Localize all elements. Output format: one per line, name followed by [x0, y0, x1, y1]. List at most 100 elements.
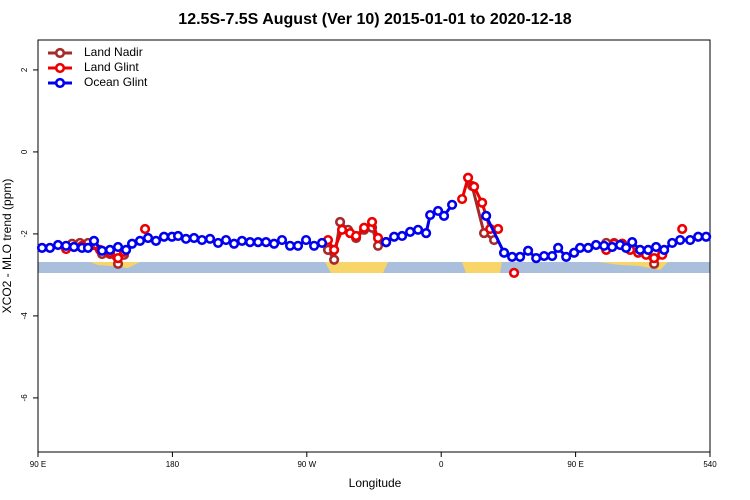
- data-point: [425, 209, 436, 221]
- data-point: [88, 235, 100, 246]
- data-point: [172, 230, 184, 242]
- data-point: [380, 237, 392, 248]
- data-point: [253, 237, 264, 248]
- data-point: [68, 241, 80, 253]
- data-point: [389, 231, 400, 242]
- data-point: [335, 216, 346, 228]
- legend-marker: [54, 47, 66, 59]
- y-tick-label: -6: [20, 394, 29, 402]
- data-point: [574, 242, 586, 253]
- data-point: [620, 242, 632, 253]
- data-point: [150, 235, 162, 246]
- x-tick-label: 90 E: [567, 460, 583, 469]
- data-point: [481, 210, 492, 221]
- x-tick-label: 90 E: [30, 460, 46, 469]
- data-point: [421, 227, 432, 239]
- data-point: [329, 254, 340, 265]
- data-point: [212, 237, 224, 249]
- y-axis-label: XCO2 - MLO trend (ppm): [0, 179, 14, 314]
- data-point: [447, 199, 458, 210]
- data-point: [142, 232, 154, 244]
- chart-title: 12.5S-7.5S August (Ver 10) 2015-01-01 to…: [178, 11, 571, 28]
- data-point: [438, 210, 450, 221]
- data-point: [492, 223, 504, 235]
- legend-label: Land Nadir: [84, 45, 143, 59]
- data-point: [336, 224, 348, 235]
- data-point: [507, 251, 518, 262]
- data-point: [590, 239, 602, 251]
- legend-marker: [54, 77, 66, 89]
- data-point: [350, 230, 362, 242]
- x-tick-label: 90 W: [297, 460, 316, 469]
- data-point: [284, 240, 296, 251]
- data-point: [547, 250, 558, 262]
- data-point: [96, 245, 108, 256]
- map-strip: [38, 262, 710, 273]
- data-point: [685, 234, 696, 246]
- data-point: [359, 222, 370, 233]
- legend-marker: [54, 62, 66, 74]
- data-point: [36, 242, 48, 253]
- data-point: [52, 239, 64, 251]
- data-point: [309, 240, 320, 251]
- data-point: [276, 234, 288, 246]
- data-point: [268, 238, 280, 249]
- data-point: [44, 242, 56, 253]
- data-point: [196, 234, 208, 246]
- data-point: [643, 244, 654, 255]
- x-tick-label: 180: [166, 460, 180, 469]
- data-point: [329, 244, 340, 255]
- data-point: [372, 240, 384, 251]
- y-tick-label: 2: [20, 67, 29, 72]
- legend-label: Ocean Glint: [84, 75, 148, 89]
- x-tick-label: 540: [703, 460, 717, 469]
- data-point: [204, 233, 216, 244]
- data-point: [188, 232, 200, 244]
- data-point: [477, 197, 488, 208]
- data-point: [220, 234, 232, 246]
- legend-label: Land Glint: [84, 60, 139, 74]
- x-tick-label: 0: [439, 460, 444, 469]
- data-point: [675, 234, 686, 246]
- data-point: [553, 242, 564, 253]
- data-point: [677, 223, 688, 235]
- data-point: [104, 244, 116, 255]
- data-point: [158, 231, 170, 242]
- data-point: [372, 232, 384, 244]
- data-point: [468, 181, 480, 192]
- data-point: [292, 240, 304, 251]
- data-point: [112, 241, 124, 253]
- y-tick-label: -2: [20, 230, 29, 238]
- data-point: [112, 252, 124, 264]
- data-point: [139, 223, 151, 235]
- data-point: [180, 233, 192, 244]
- y-tick-label: -4: [20, 312, 29, 320]
- data-point: [236, 235, 248, 246]
- data-point: [599, 240, 610, 251]
- data-point: [531, 252, 542, 264]
- data-point: [627, 237, 638, 248]
- data-point: [126, 238, 138, 249]
- data-point: [607, 241, 618, 253]
- data-point: [649, 252, 660, 264]
- data-point: [228, 238, 240, 249]
- y-tick-label: 0: [20, 149, 29, 154]
- x-axis-label: Longitude: [349, 476, 402, 490]
- data-point: [300, 234, 312, 246]
- data-point: [561, 251, 572, 262]
- data-point: [405, 226, 416, 237]
- data-point: [701, 231, 712, 242]
- data-point: [693, 231, 704, 242]
- data-point: [82, 242, 94, 253]
- data-point: [366, 216, 378, 228]
- data-point: [635, 244, 646, 255]
- data-point: [523, 245, 534, 256]
- data-point: [583, 242, 594, 253]
- data-point: [508, 267, 520, 278]
- data-point: [498, 247, 510, 258]
- data-point: [462, 172, 474, 183]
- data-point: [659, 244, 670, 255]
- data-point: [514, 251, 526, 262]
- data-point: [412, 224, 424, 235]
